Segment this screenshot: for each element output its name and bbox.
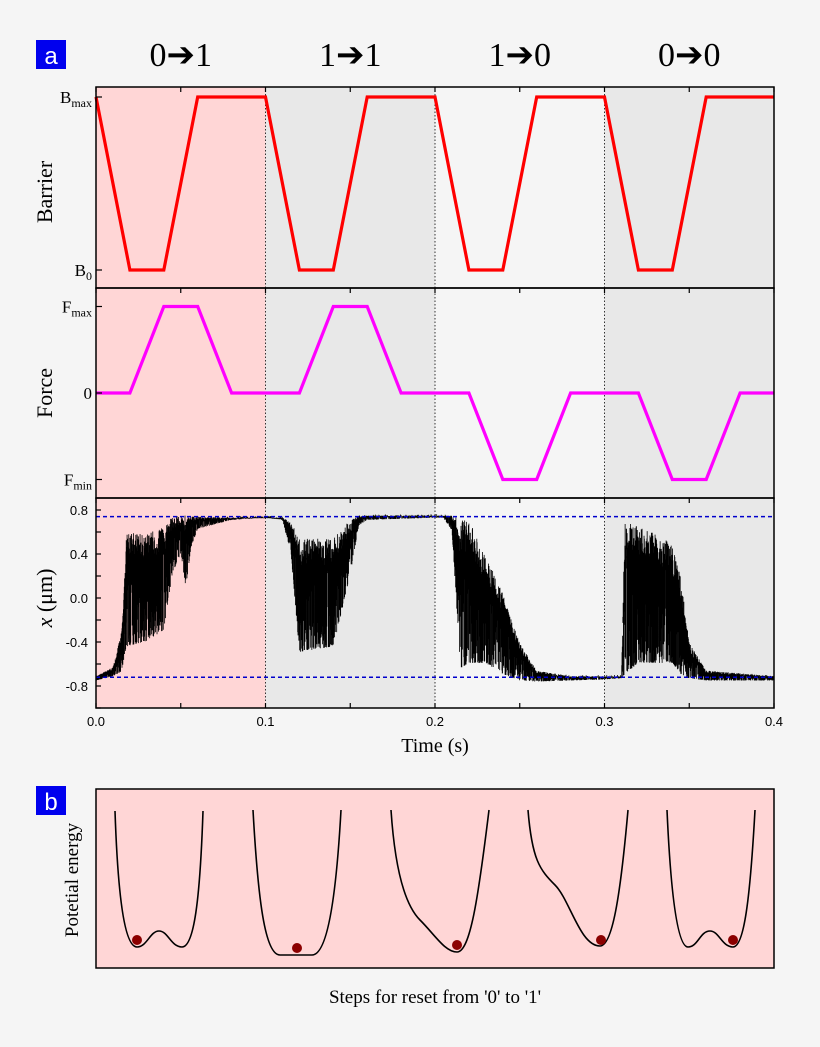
y-tick-label-main: F [64,471,73,490]
y-tick-label: Bmax [60,88,92,110]
transition-label: 1➔0 [489,37,552,74]
y-tick-label-sub: min [73,479,92,493]
x-tick-label: 0.2 [426,714,444,729]
position-axis-var: x [32,617,57,628]
y-tick-label: 0.8 [70,503,88,518]
transition-label: 1➔1 [319,37,382,74]
barrier-axis-label: Barrier [32,160,57,223]
position-axis-label: x (μm) [32,569,57,629]
y-tick-label-sub: max [71,306,92,320]
y-tick-label: -0.8 [66,679,88,694]
potential-curve-tilted-well-right [390,809,490,953]
panel-b-label: b [44,789,57,816]
y-tick-label: B0 [75,261,92,283]
potential-curve-strongly-tilted-well-right [527,809,629,947]
potential-curve-single-well-flat [252,809,342,956]
x-tick-label: 0.0 [87,714,105,729]
y-tick-label: Fmax [62,298,92,320]
particle-marker [452,940,462,950]
time-axis-label: Time (s) [401,735,469,757]
force-axis-label: Force [32,368,57,418]
x-tick-label: 0.1 [256,714,274,729]
x-tick-label: 0.3 [595,714,613,729]
barrier-trace [94,95,774,272]
potential-energy-axis-label: Potetial energy [62,822,83,937]
y-tick-label-main: B [75,261,86,280]
panel-a-label-box [36,40,66,69]
y-tick-label: 0 [84,384,93,403]
position-axis-unit: (μm) [32,569,57,618]
particle-marker [728,935,738,945]
transition-label: 0➔0 [658,37,721,74]
y-tick-label-sub: max [71,96,92,110]
y-tick-label-main: B [60,88,71,107]
force-trace [96,304,774,482]
particle-marker [596,935,606,945]
y-tick-label: 0.0 [70,591,88,606]
panel-b-frame [95,788,775,969]
y-tick-label: Fmin [64,471,92,493]
y-tick-label-main: 0 [84,384,93,403]
y-tick-label-sub: 0 [86,269,92,283]
potential-curve-double-well-particle-right [666,809,756,948]
particle-marker [292,943,302,953]
potential-curve-double-well-particle-left [114,810,204,948]
particle-marker [132,935,142,945]
y-tick-label-main: F [62,298,71,317]
steps-axis-label: Steps for reset from '0' to '1' [329,987,541,1008]
panel-b-label-box [36,786,66,815]
transition-label: 0➔1 [150,37,213,74]
y-tick-label: 0.4 [70,547,88,562]
panel-a-label: a [44,43,58,70]
y-tick-label: -0.4 [66,635,88,650]
x-tick-label: 0.4 [765,714,783,729]
